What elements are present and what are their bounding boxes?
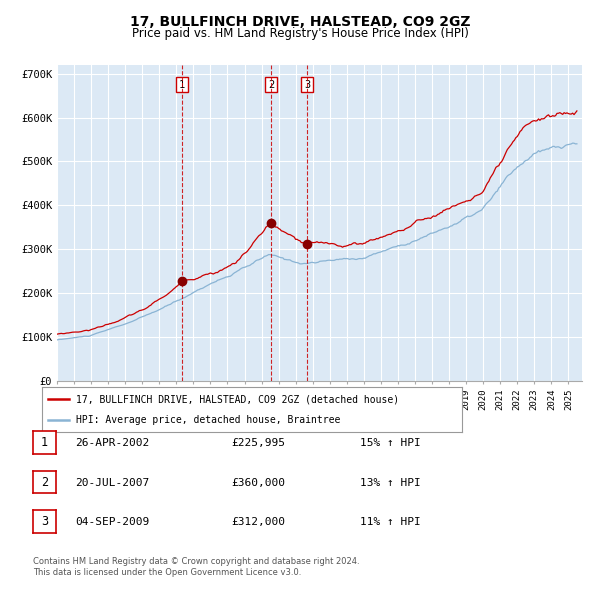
Text: 11% ↑ HPI: 11% ↑ HPI bbox=[360, 517, 421, 527]
Text: 17, BULLFINCH DRIVE, HALSTEAD, CO9 2GZ: 17, BULLFINCH DRIVE, HALSTEAD, CO9 2GZ bbox=[130, 15, 470, 29]
Text: This data is licensed under the Open Government Licence v3.0.: This data is licensed under the Open Gov… bbox=[33, 568, 301, 577]
Text: Price paid vs. HM Land Registry's House Price Index (HPI): Price paid vs. HM Land Registry's House … bbox=[131, 27, 469, 40]
Text: 1: 1 bbox=[179, 80, 185, 90]
Text: 3: 3 bbox=[41, 515, 48, 528]
Text: £312,000: £312,000 bbox=[231, 517, 285, 527]
Text: 2: 2 bbox=[268, 80, 274, 90]
Text: 3: 3 bbox=[304, 80, 310, 90]
Text: 1: 1 bbox=[41, 436, 48, 449]
Text: 17, BULLFINCH DRIVE, HALSTEAD, CO9 2GZ (detached house): 17, BULLFINCH DRIVE, HALSTEAD, CO9 2GZ (… bbox=[76, 394, 399, 404]
Text: £360,000: £360,000 bbox=[231, 478, 285, 487]
Text: 26-APR-2002: 26-APR-2002 bbox=[75, 438, 149, 448]
Text: 13% ↑ HPI: 13% ↑ HPI bbox=[360, 478, 421, 487]
Text: £225,995: £225,995 bbox=[231, 438, 285, 448]
Text: Contains HM Land Registry data © Crown copyright and database right 2024.: Contains HM Land Registry data © Crown c… bbox=[33, 557, 359, 566]
Text: 04-SEP-2009: 04-SEP-2009 bbox=[75, 517, 149, 527]
Text: HPI: Average price, detached house, Braintree: HPI: Average price, detached house, Brai… bbox=[76, 415, 340, 425]
Text: 2: 2 bbox=[41, 476, 48, 489]
Text: 20-JUL-2007: 20-JUL-2007 bbox=[75, 478, 149, 487]
Text: 15% ↑ HPI: 15% ↑ HPI bbox=[360, 438, 421, 448]
